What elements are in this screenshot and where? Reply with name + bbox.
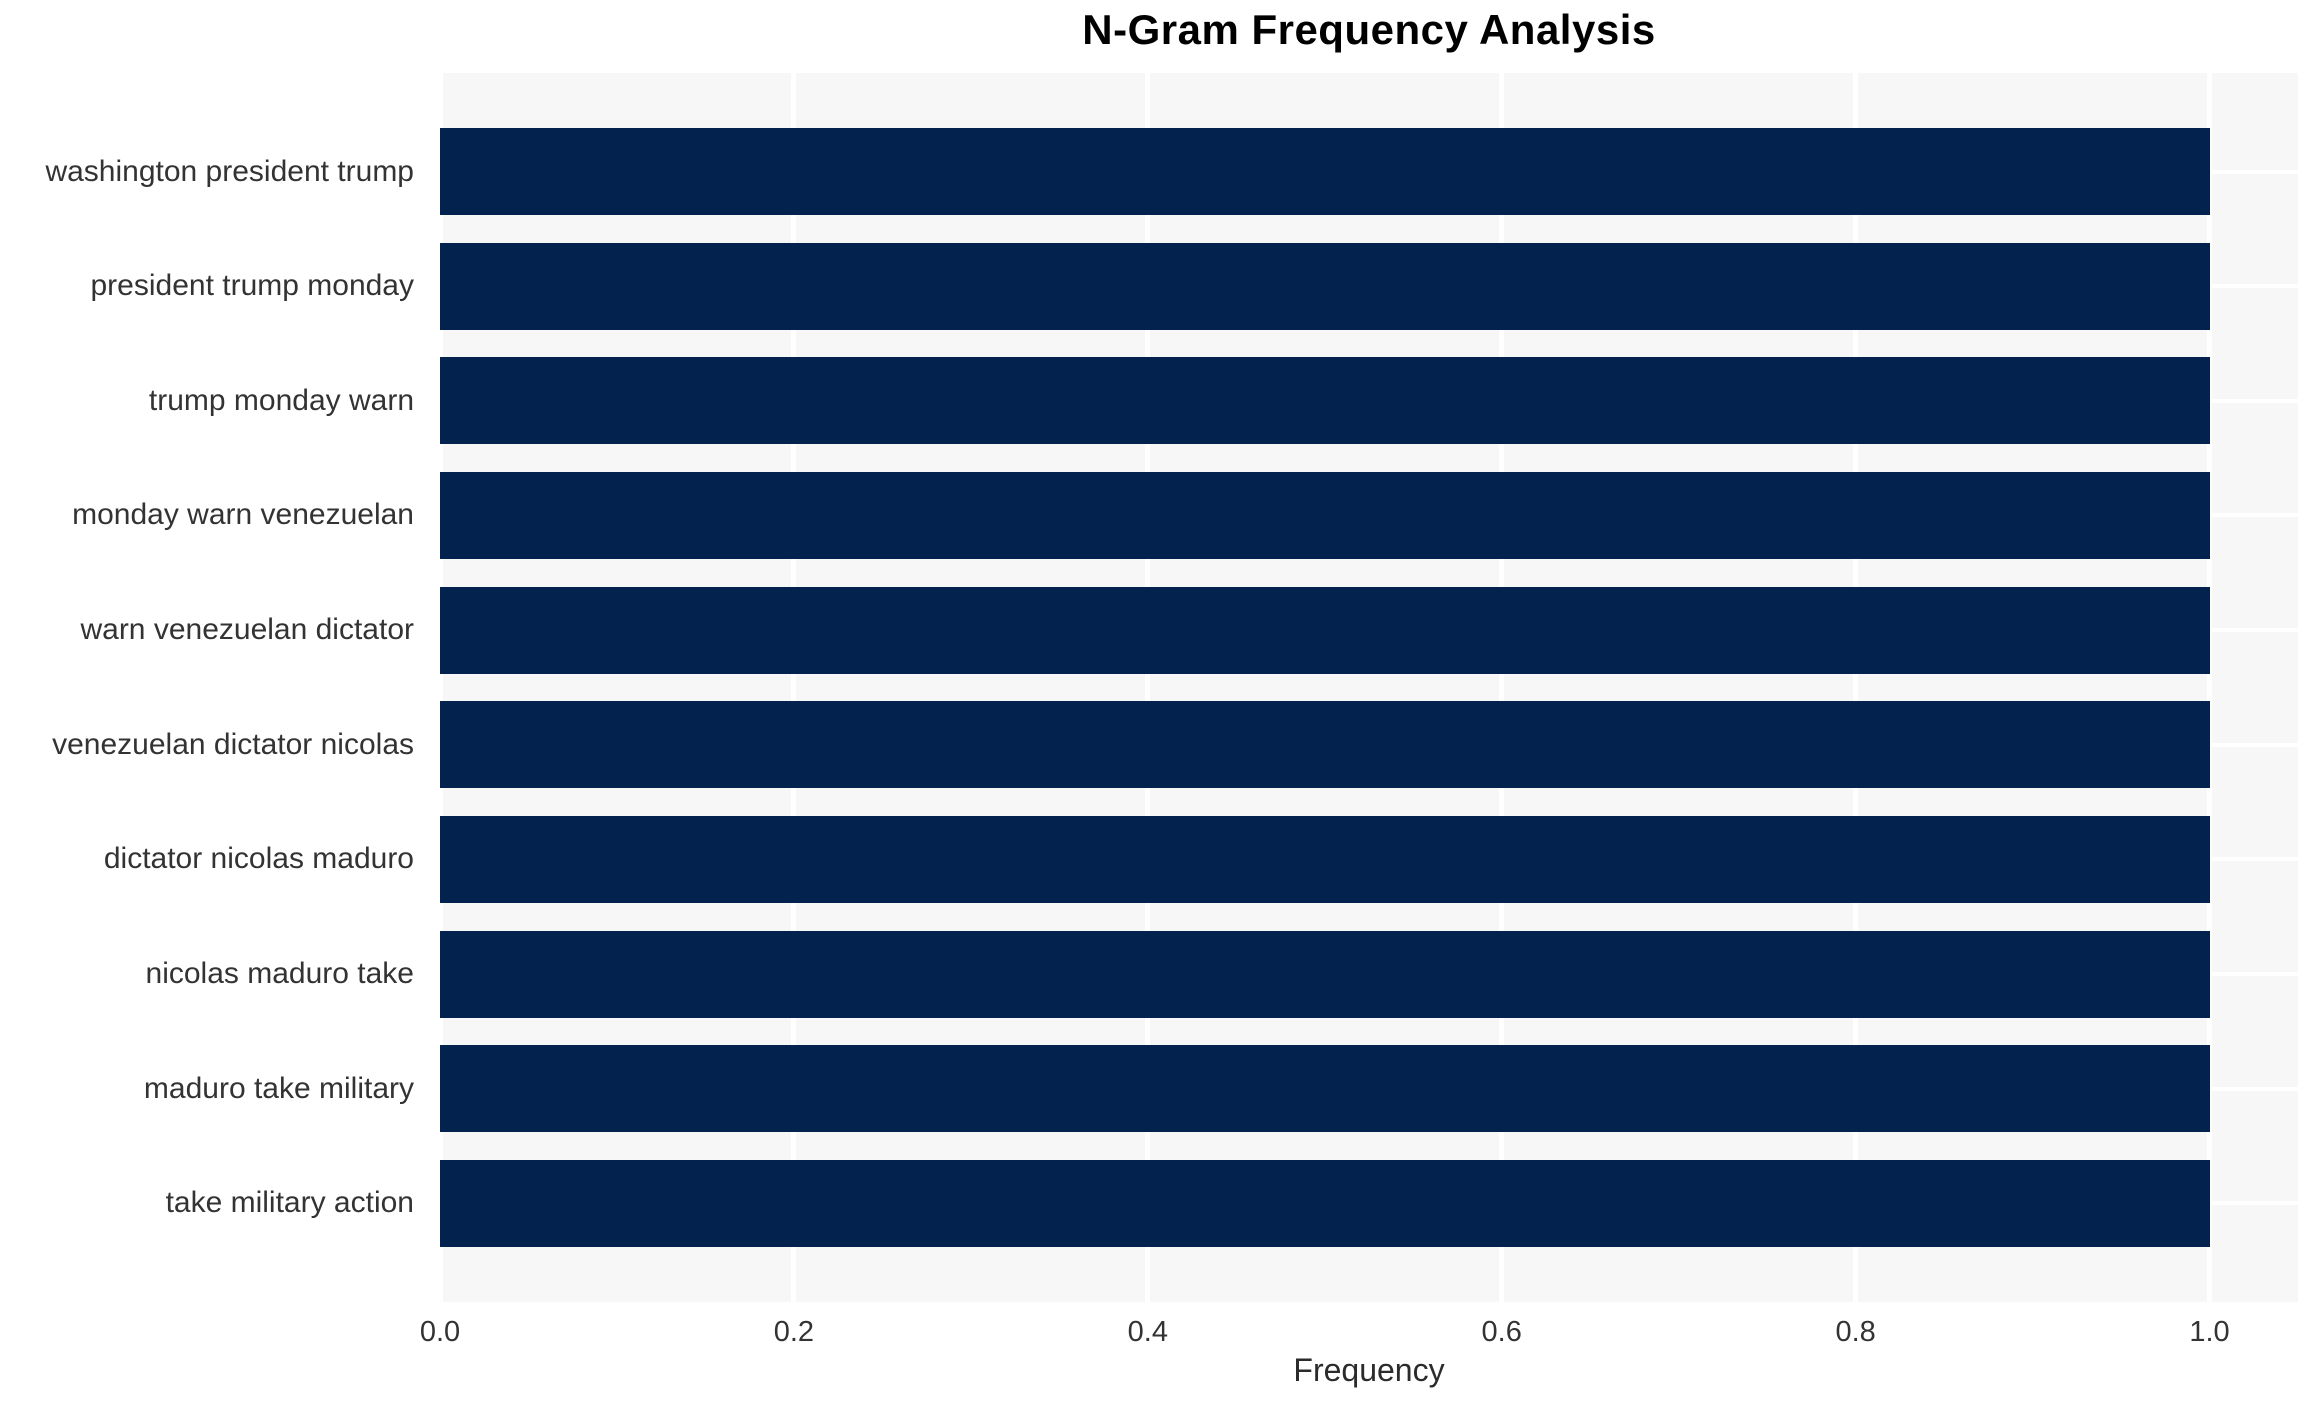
gridline-vertical bbox=[1499, 73, 1505, 1302]
bar-row bbox=[440, 1045, 2298, 1133]
y-tick-label: maduro take military bbox=[143, 1071, 414, 1105]
plot-area bbox=[440, 73, 2298, 1302]
y-tick-label: venezuelan dictator nicolas bbox=[52, 727, 414, 761]
x-tick-label: 0.8 bbox=[1835, 1316, 1876, 1348]
x-tick-label: 0.6 bbox=[1481, 1316, 1522, 1348]
bar-row bbox=[440, 1159, 2298, 1247]
x-axis-ticks: 0.0 0.2 0.4 0.6 0.8 1.0 bbox=[420, 1302, 2298, 1358]
frequency-bar bbox=[440, 357, 2210, 445]
frequency-bar bbox=[440, 815, 2210, 903]
x-tick-label: 1.0 bbox=[2189, 1316, 2230, 1348]
bar-row bbox=[440, 586, 2298, 674]
bar-row bbox=[440, 701, 2298, 789]
frequency-bar bbox=[440, 1045, 2210, 1133]
bar-rows bbox=[440, 128, 2298, 1247]
chart-title: N-Gram Frequency Analysis bbox=[1082, 6, 1656, 53]
y-tick-label: monday warn venezuelan bbox=[72, 498, 414, 532]
bar-row bbox=[440, 128, 2298, 215]
x-tick-label: 0.0 bbox=[419, 1316, 461, 1348]
frequency-bar bbox=[440, 701, 2210, 789]
y-tick-label: warn venezuelan dictator bbox=[80, 613, 414, 647]
frequency-bar bbox=[440, 586, 2210, 674]
y-tick-label: take military action bbox=[165, 1186, 414, 1220]
bar-row bbox=[440, 357, 2298, 445]
gridline-vertical bbox=[1853, 73, 1859, 1302]
y-tick-label: nicolas maduro take bbox=[145, 957, 414, 991]
y-axis-labels: washington president trump president trum… bbox=[0, 73, 427, 1302]
frequency-bar bbox=[440, 1159, 2210, 1247]
x-tick-label: 0.4 bbox=[1127, 1316, 1168, 1348]
gridline-vertical bbox=[2207, 73, 2213, 1302]
gridline-vertical bbox=[791, 73, 797, 1302]
x-axis-title: Frequency bbox=[1293, 1352, 1445, 1388]
y-tick-label: president trump monday bbox=[90, 269, 415, 303]
gridline-vertical bbox=[1145, 73, 1151, 1302]
bar-row bbox=[440, 930, 2298, 1018]
frequency-bar bbox=[440, 930, 2210, 1018]
gridline-vertical bbox=[440, 73, 443, 1302]
y-tick-label: washington president trump bbox=[45, 154, 414, 188]
frequency-bar bbox=[440, 128, 2210, 215]
bar-row bbox=[440, 815, 2298, 903]
frequency-bar bbox=[440, 242, 2210, 330]
y-tick-label: dictator nicolas maduro bbox=[103, 842, 414, 876]
frequency-bar bbox=[440, 471, 2210, 559]
y-tick-label: trump monday warn bbox=[148, 383, 414, 417]
bar-row bbox=[440, 242, 2298, 330]
x-tick-label: 0.2 bbox=[773, 1316, 815, 1348]
bar-row bbox=[440, 471, 2298, 559]
